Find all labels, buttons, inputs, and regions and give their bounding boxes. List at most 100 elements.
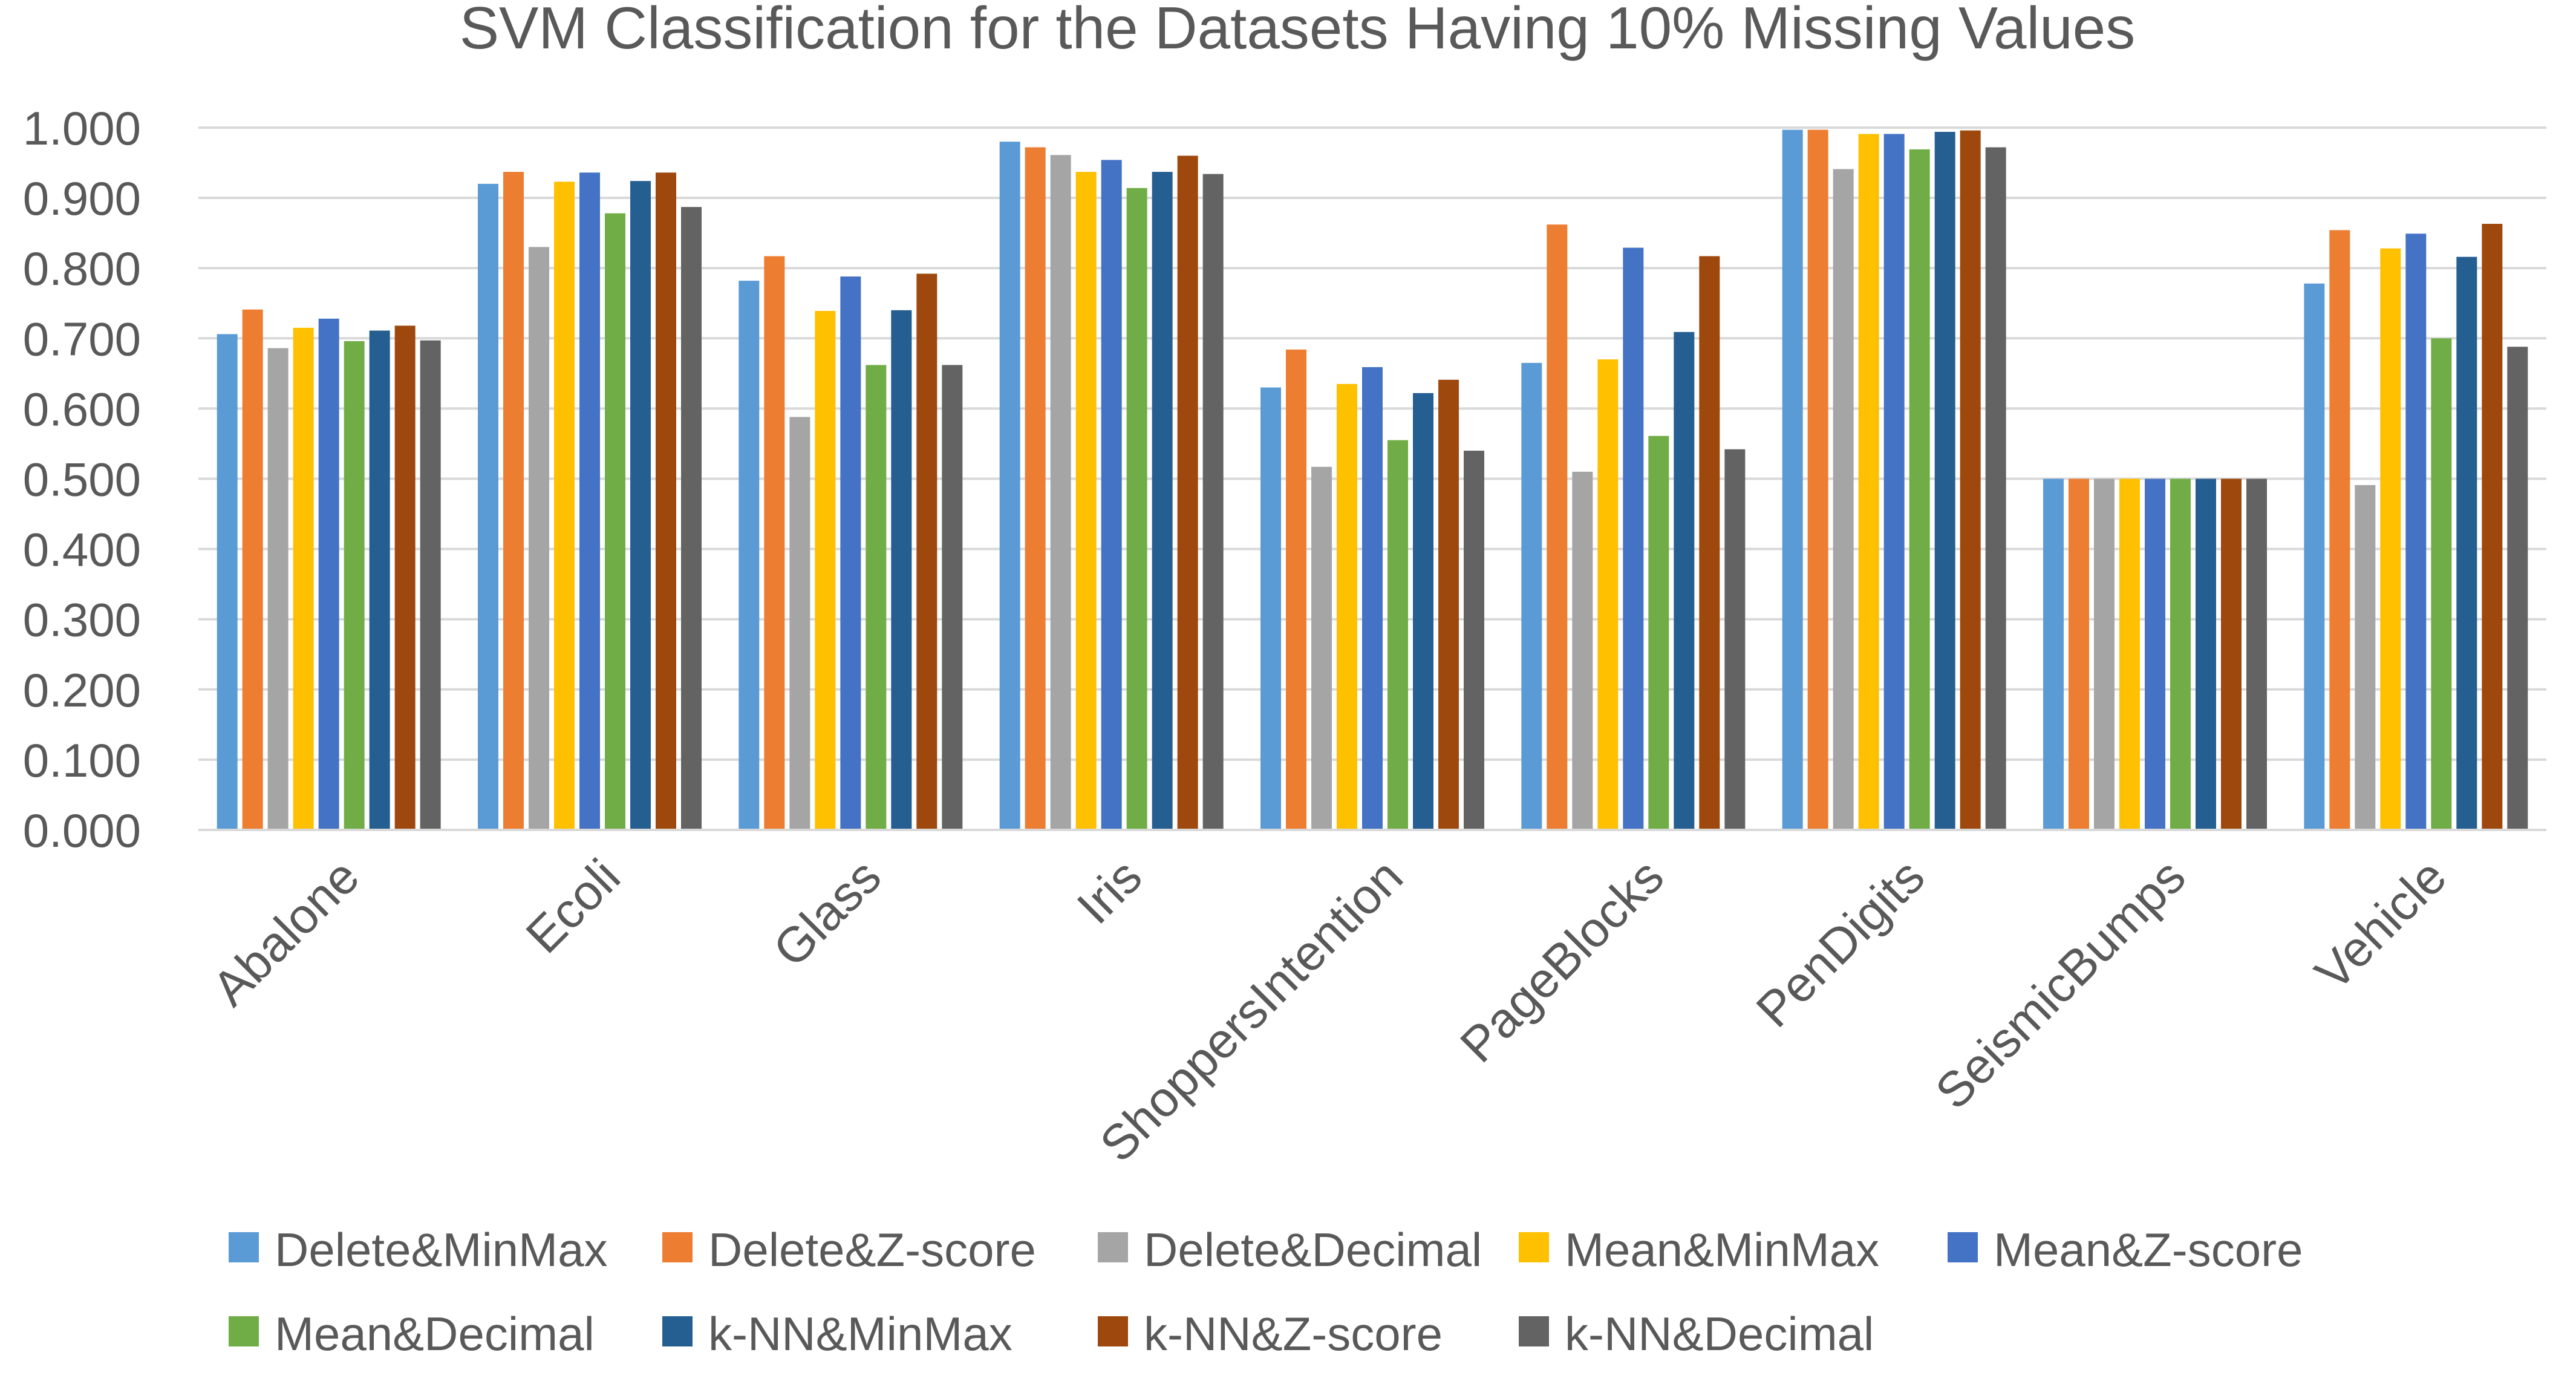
y-tick-label: 0.200 — [23, 664, 141, 717]
bar — [815, 311, 836, 830]
legend-swatch — [1098, 1232, 1128, 1262]
bar — [2221, 478, 2242, 830]
bar — [1311, 466, 1332, 830]
bar — [1674, 331, 1695, 830]
legend-item: Delete&Decimal — [1098, 1223, 1482, 1276]
bar — [579, 172, 600, 831]
bar — [1699, 256, 1720, 830]
bars — [217, 129, 2528, 831]
bar — [1521, 362, 1542, 830]
y-axis-tick-labels: 0.000 0.100 0.200 0.300 0.400 0.500 0.600 0.700… — [23, 102, 141, 857]
y-tick-label: 0.400 — [23, 523, 141, 576]
bar — [318, 318, 339, 830]
bar — [2507, 347, 2528, 830]
bar — [1177, 155, 1198, 831]
bar — [1101, 160, 1122, 830]
bar — [1413, 393, 1433, 830]
y-tick-label: 0.300 — [23, 593, 141, 647]
bar — [554, 181, 575, 831]
bar — [2170, 478, 2191, 830]
bar — [656, 172, 676, 831]
legend-item: Mean&Decimal — [229, 1307, 595, 1360]
legend-label: Mean&Decimal — [275, 1307, 595, 1360]
bar — [1934, 131, 1955, 830]
bar — [916, 273, 937, 830]
bar — [293, 327, 314, 830]
bar — [2355, 485, 2376, 830]
bar — [217, 334, 238, 830]
bar — [503, 172, 524, 830]
legend-swatch — [662, 1316, 693, 1346]
bar — [630, 181, 651, 831]
legend: Delete&MinMax Delete&Z-score Delete&Decima… — [229, 1223, 2303, 1360]
bar — [2405, 233, 2427, 830]
bar — [764, 256, 785, 830]
bar — [420, 340, 441, 830]
y-tick-label: 0.500 — [23, 453, 141, 506]
legend-swatch — [1519, 1316, 1549, 1346]
bar — [866, 365, 887, 830]
bar — [1075, 172, 1097, 830]
bar — [1464, 451, 1484, 830]
bar — [1909, 149, 1930, 831]
bar — [2145, 478, 2165, 830]
bar — [1833, 169, 1854, 830]
legend-item: k-NN&Decimal — [1519, 1307, 1874, 1360]
bar — [681, 207, 702, 830]
legend-label: Delete&MinMax — [275, 1223, 608, 1276]
legend-swatch — [662, 1232, 693, 1262]
bar — [2246, 478, 2267, 830]
y-tick-label: 0.000 — [23, 804, 141, 857]
bar — [789, 417, 810, 830]
bar — [1337, 383, 1357, 830]
legend-item: k-NN&MinMax — [662, 1307, 1012, 1360]
bar — [1547, 224, 1568, 830]
bar — [1438, 379, 1459, 830]
y-tick-label: 0.700 — [23, 312, 141, 365]
bar — [2069, 478, 2089, 830]
y-tick-label: 0.600 — [23, 382, 141, 436]
legend-swatch — [1948, 1232, 1978, 1262]
bar — [1152, 172, 1173, 830]
bar — [1362, 367, 1383, 830]
bar — [1597, 359, 1619, 830]
legend-item: Delete&Z-score — [662, 1223, 1036, 1276]
bar — [1782, 129, 1803, 830]
bar — [605, 213, 625, 831]
legend-swatch — [1098, 1316, 1128, 1346]
bar — [478, 183, 498, 830]
bar — [369, 330, 390, 830]
legend-label: Delete&Decimal — [1144, 1223, 1482, 1276]
bar — [840, 276, 861, 831]
bar — [2043, 478, 2064, 830]
legend-item: Mean&Z-score — [1948, 1223, 2303, 1276]
bar — [2119, 478, 2140, 830]
legend-label: Mean&MinMax — [1565, 1223, 1879, 1276]
bar — [2431, 338, 2452, 830]
bar — [891, 310, 912, 830]
legend-label: Mean&Z-score — [1994, 1223, 2303, 1276]
bar — [394, 325, 416, 830]
bar — [2456, 256, 2477, 830]
bar — [942, 365, 963, 830]
legend-swatch — [1519, 1232, 1549, 1262]
bar — [529, 247, 549, 830]
bar — [1260, 387, 1281, 830]
legend-swatch — [229, 1316, 259, 1346]
legend-label: Delete&Z-score — [708, 1223, 1036, 1276]
bar — [2094, 478, 2115, 830]
bar — [1126, 188, 1147, 831]
bar — [1623, 247, 1644, 830]
bar — [739, 281, 760, 830]
legend-item: k-NN&Z-score — [1098, 1307, 1443, 1360]
bar — [1724, 449, 1746, 830]
chart-title: SVM Classification for the Datasets Havi… — [460, 0, 2136, 61]
bar — [1858, 134, 1879, 831]
y-tick-label: 0.800 — [23, 242, 141, 295]
y-tick-label: 0.900 — [23, 172, 141, 225]
legend-swatch — [229, 1232, 259, 1262]
bar — [267, 348, 289, 830]
bar — [242, 309, 263, 831]
legend-item: Delete&MinMax — [229, 1223, 608, 1276]
